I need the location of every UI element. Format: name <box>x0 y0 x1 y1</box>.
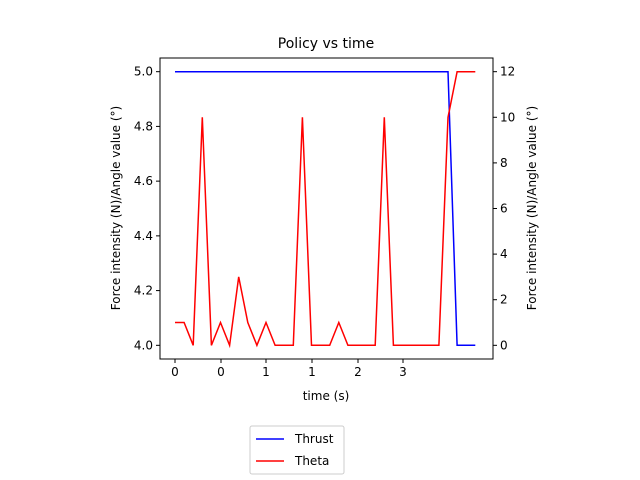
y-right-tick-label: 10 <box>500 110 515 124</box>
y-left-tick-label: 4.4 <box>134 229 153 243</box>
y-right-tick-label: 8 <box>500 156 508 170</box>
x-tick-label: 1 <box>308 365 316 379</box>
x-tick-label: 0 <box>171 365 179 379</box>
x-axis: 0 0 1 1 2 3 <box>171 359 407 379</box>
y-right-tick-label: 4 <box>500 247 508 261</box>
series-line-thrust <box>175 70 476 347</box>
y-axis-right-label: Force intensity (N)/Angle value (°) <box>525 106 539 310</box>
y-right-tick-label: 6 <box>500 202 508 216</box>
y-left-tick-label: 5.0 <box>134 65 153 79</box>
y-axis-left: 4.0 4.2 4.4 4.6 4.8 5.0 <box>134 65 160 352</box>
y-axis-left-label: Force intensity (N)/Angle value (°) <box>109 106 123 310</box>
y-left-tick-label: 4.2 <box>134 284 153 298</box>
y-left-tick-label: 4.6 <box>134 174 153 188</box>
y-left-tick-label: 4.0 <box>134 338 153 352</box>
legend-box <box>249 425 345 475</box>
legend-theta-label: Theta <box>294 454 329 468</box>
legend-thrust-label: Thrust <box>294 432 334 446</box>
y-left-tick-label: 4.8 <box>134 119 153 133</box>
y-right-tick-label: 12 <box>500 65 515 79</box>
y-right-tick-label: 0 <box>500 338 508 352</box>
x-axis-label: time (s) <box>303 389 350 403</box>
plot-lines <box>175 70 476 349</box>
legend: Thrust Theta <box>249 425 345 475</box>
chart-title: Policy vs time <box>278 36 374 52</box>
x-tick-label: 0 <box>217 365 225 379</box>
y-right-tick-label: 2 <box>500 293 508 307</box>
series-line-theta <box>175 70 476 349</box>
y-axis-right: 0 2 4 6 8 10 12 <box>493 65 515 352</box>
x-tick-label: 1 <box>262 365 270 379</box>
x-tick-label: 2 <box>354 365 362 379</box>
x-tick-label: 3 <box>399 365 407 379</box>
